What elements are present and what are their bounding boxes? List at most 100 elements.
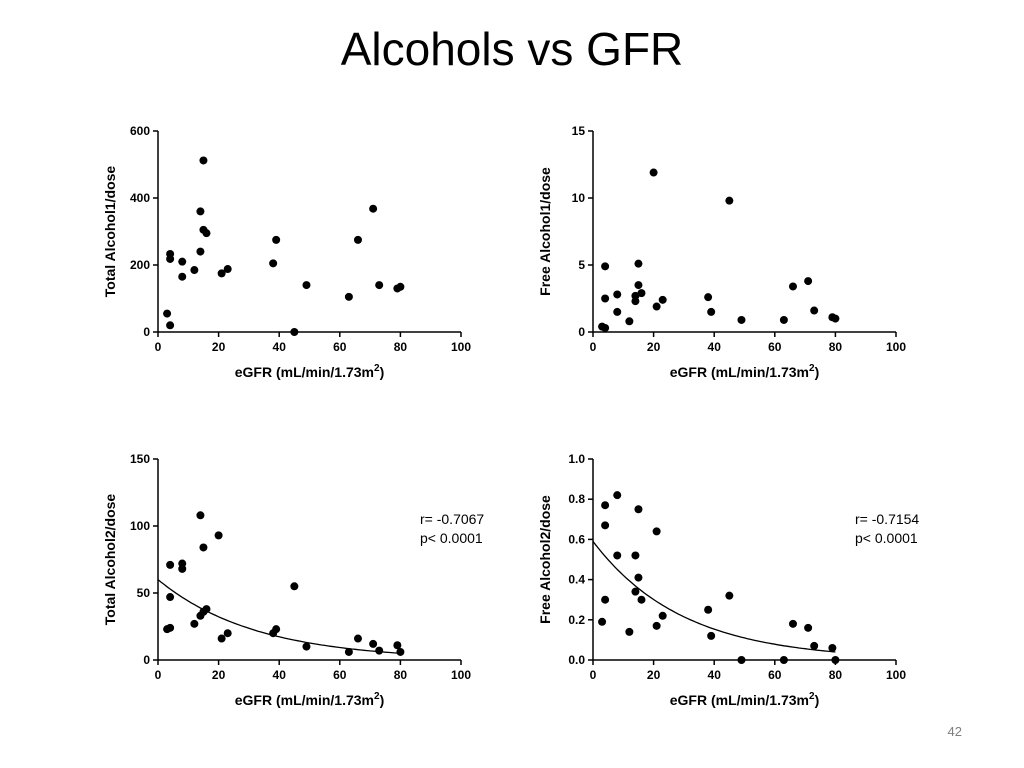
data-point <box>725 196 734 205</box>
data-point <box>704 293 713 302</box>
data-point <box>779 656 788 664</box>
data-point <box>190 619 199 628</box>
data-point <box>396 282 405 291</box>
x-tick-label: 100 <box>451 668 471 682</box>
chart-free-alcohol1: 0 20 40 60 80 100 0 5 10 15 eGFR (mL/min/1.73m2) Fr… <box>537 124 906 380</box>
data-point <box>396 647 405 656</box>
x-tick-label: 20 <box>647 340 661 354</box>
x-tick-label: 80 <box>394 340 408 354</box>
y-tick-label: 5 <box>578 258 585 272</box>
data-point <box>272 235 281 244</box>
x-axis-title: eGFR (mL/min/1.73m2) <box>235 363 385 380</box>
x-axis-title: eGFR (mL/min/1.73m2) <box>670 691 820 708</box>
data-point <box>196 207 205 216</box>
x-tick-label: 20 <box>647 668 661 682</box>
data-point <box>166 623 175 632</box>
data-point <box>613 551 622 560</box>
data-point <box>178 564 187 573</box>
data-point <box>601 501 610 510</box>
x-axis-title-close: ) <box>815 692 820 708</box>
x-tick-label: 100 <box>886 668 906 682</box>
y-tick-label: 15 <box>572 124 586 138</box>
data-point <box>637 595 646 604</box>
x-axis-title-close: ) <box>380 364 385 380</box>
y-tick-label: 0 <box>143 325 150 339</box>
data-point <box>601 294 610 303</box>
stats-p-value: p< 0.0001 <box>855 530 918 546</box>
data-point <box>631 587 640 596</box>
x-axis-title-main: eGFR (mL/min/1.73m <box>670 364 809 380</box>
data-point <box>704 605 713 614</box>
data-point <box>166 593 175 602</box>
data-point <box>631 551 640 560</box>
data-point <box>375 646 384 655</box>
data-point <box>804 623 813 632</box>
stats-r-value: r= -0.7067 <box>420 511 484 527</box>
data-point <box>290 328 299 336</box>
x-axis-title-main: eGFR (mL/min/1.73m <box>235 364 374 380</box>
data-point <box>788 282 797 291</box>
data-point <box>828 643 837 652</box>
data-point <box>344 292 353 301</box>
data-point <box>788 619 797 628</box>
data-point <box>831 314 840 323</box>
data-point <box>199 543 208 552</box>
data-point <box>302 642 311 651</box>
data-point <box>217 634 226 643</box>
y-axis-title: Free Alcohol1/dose <box>537 167 553 296</box>
x-tick-label: 0 <box>590 340 597 354</box>
data-point <box>353 634 362 643</box>
data-point <box>196 511 205 520</box>
data-point <box>163 309 172 318</box>
data-point <box>190 266 199 275</box>
x-tick-label: 40 <box>273 340 287 354</box>
data-point <box>290 582 299 591</box>
data-point <box>613 491 622 500</box>
data-point <box>810 306 819 315</box>
y-tick-label: 400 <box>130 191 150 205</box>
data-point <box>199 156 208 165</box>
x-axis-title-superscript: 2 <box>809 363 815 374</box>
slide-title: Alcohols vs GFR <box>340 23 684 75</box>
y-tick-label: 50 <box>137 586 151 600</box>
y-tick-label: 600 <box>130 124 150 138</box>
data-point <box>634 281 643 290</box>
x-tick-label: 0 <box>155 668 162 682</box>
chart-total-alcohol1: 0 20 40 60 80 100 0 200 400 600 eGFR (mL/min/1.73m… <box>102 124 471 380</box>
y-tick-label: 200 <box>130 258 150 272</box>
x-tick-label: 60 <box>768 340 782 354</box>
x-axis-title-main: eGFR (mL/min/1.73m <box>670 692 809 708</box>
data-point <box>831 656 840 664</box>
data-point <box>649 168 658 177</box>
page-number: 42 <box>947 724 962 739</box>
x-axis-title-superscript: 2 <box>374 691 380 702</box>
y-tick-label: 0.2 <box>568 613 585 627</box>
data-point <box>804 277 813 286</box>
x-tick-label: 40 <box>708 340 722 354</box>
data-point <box>269 259 278 268</box>
data-point <box>707 307 716 316</box>
data-point <box>369 639 378 648</box>
y-tick-label: 0 <box>578 325 585 339</box>
x-axis-title-main: eGFR (mL/min/1.73m <box>235 692 374 708</box>
x-tick-label: 60 <box>333 340 347 354</box>
data-point <box>272 625 281 634</box>
chart-total-alcohol2: 0 20 40 60 80 100 0 50 100 150 eGFR (mL/min/1.73m2… <box>102 452 484 708</box>
y-tick-label: 150 <box>130 452 150 466</box>
x-tick-label: 60 <box>768 668 782 682</box>
y-axis-title: Total Alcohol2/dose <box>102 494 118 626</box>
data-point <box>625 317 634 326</box>
x-tick-label: 20 <box>212 340 226 354</box>
data-point <box>652 527 661 536</box>
x-tick-label: 80 <box>829 668 843 682</box>
x-tick-label: 100 <box>886 340 906 354</box>
data-point <box>810 641 819 650</box>
x-axis-title-superscript: 2 <box>374 363 380 374</box>
data-point <box>223 629 232 638</box>
data-point <box>613 307 622 316</box>
data-point <box>601 262 610 271</box>
x-tick-label: 60 <box>333 668 347 682</box>
data-point <box>369 204 378 213</box>
data-point <box>601 323 610 332</box>
y-tick-label: 100 <box>130 519 150 533</box>
